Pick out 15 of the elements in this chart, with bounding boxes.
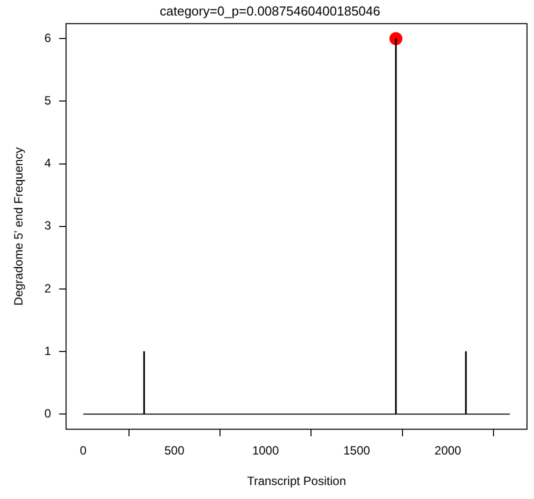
x-tick-label: 1500 bbox=[343, 444, 370, 458]
x-axis-title: Transcript Position bbox=[247, 474, 346, 488]
y-tick-label: 2 bbox=[44, 281, 52, 296]
x-tick-label: 500 bbox=[164, 444, 185, 458]
y-tick-label: 4 bbox=[44, 156, 52, 170]
y-tick-label: 6 bbox=[44, 30, 52, 45]
y-tick-label: 3 bbox=[44, 218, 52, 233]
y-axis-title: Degradome 5' end Frequency bbox=[12, 147, 26, 306]
y-tick-label: 0 bbox=[44, 406, 52, 420]
y-tick-label: 5 bbox=[44, 94, 52, 108]
x-tick-label: 2000 bbox=[434, 444, 462, 458]
x-tick-label: 0 bbox=[80, 444, 87, 458]
x-tick-label: 1000 bbox=[252, 444, 280, 458]
chart-title: category=0_p=0.00875460400185046 bbox=[160, 3, 380, 18]
y-tick-label: 1 bbox=[44, 344, 52, 358]
